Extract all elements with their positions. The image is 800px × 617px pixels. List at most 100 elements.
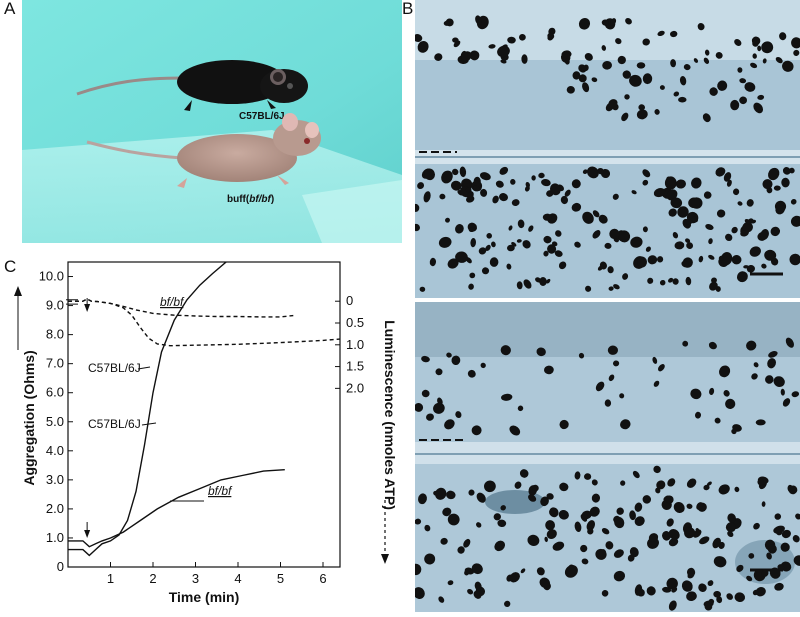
melanosome <box>642 73 653 85</box>
melanosome <box>630 236 643 248</box>
melanosome <box>455 411 462 419</box>
melanosome <box>790 199 797 205</box>
melanosome <box>634 502 643 512</box>
melanosome <box>451 355 461 365</box>
melanosome <box>681 260 689 268</box>
melanosome <box>657 30 665 37</box>
melanosome <box>572 71 581 80</box>
melanosome <box>672 278 679 285</box>
melanosome <box>685 276 692 286</box>
melanosome <box>761 569 769 577</box>
melanosome <box>668 528 680 540</box>
melanosome <box>527 534 540 546</box>
melanosome <box>686 219 693 225</box>
melanosome <box>566 85 575 94</box>
melanosome <box>544 365 554 375</box>
melanosome <box>652 356 658 364</box>
melanosome <box>694 411 702 419</box>
melanosome <box>761 263 767 269</box>
melanosome <box>612 193 619 200</box>
melanosome <box>536 567 545 576</box>
melanosome <box>597 167 604 175</box>
melanosome <box>415 223 420 232</box>
y-left-tick-label: 0 <box>57 559 64 574</box>
melanosome <box>773 376 785 387</box>
melanosome <box>488 44 496 49</box>
melanosome <box>749 246 761 257</box>
melanosome <box>415 402 424 412</box>
melanosome <box>734 486 740 493</box>
melanosome <box>746 340 757 351</box>
melanosome <box>761 41 774 54</box>
melanosome <box>632 470 640 479</box>
melanosome <box>495 180 504 188</box>
melanosome <box>469 50 480 61</box>
melanosome <box>614 516 625 529</box>
melanosome <box>522 240 531 249</box>
melanosome <box>558 261 567 270</box>
melanosome <box>775 56 783 64</box>
melanosome <box>471 425 482 436</box>
melanosome <box>704 49 710 56</box>
melanosome <box>768 351 778 358</box>
melanosome <box>662 531 671 541</box>
mouse-label-c57: C57BL/6J <box>239 111 285 122</box>
melanosome <box>604 242 612 249</box>
melanosome <box>514 481 522 489</box>
melanosome <box>507 244 515 252</box>
melanosome <box>777 564 785 571</box>
melanosome <box>546 493 554 500</box>
melanosome <box>519 469 529 478</box>
melanosome <box>642 226 648 233</box>
melanosome <box>781 529 791 539</box>
melanosome <box>581 65 587 71</box>
melanosome <box>447 258 459 269</box>
melanosome <box>780 542 790 552</box>
melanosome <box>737 201 743 206</box>
melanosome <box>718 484 730 495</box>
melanosome <box>500 345 511 356</box>
melanosome <box>764 249 777 261</box>
melanosome <box>461 51 472 62</box>
micrograph-top-melanosomes <box>415 15 800 292</box>
melanosome <box>418 493 427 505</box>
melanosome <box>582 169 588 175</box>
melanosome <box>564 189 571 197</box>
melanosome <box>508 225 513 231</box>
micrograph-bottom <box>415 302 800 612</box>
melanosome <box>731 254 742 265</box>
melanosome <box>624 94 630 100</box>
melanosome <box>475 15 482 25</box>
melanosome <box>739 78 747 84</box>
melanosome <box>670 30 678 38</box>
melanosome <box>499 166 509 175</box>
melanosome <box>744 82 756 92</box>
melanosome <box>656 256 664 263</box>
mice-photo: C57BL/6J buff(bf/bf) <box>22 0 402 243</box>
melanosome <box>659 279 666 286</box>
y-left-tick-label: 6.0 <box>46 385 64 400</box>
melanosome <box>584 52 593 61</box>
melanosome <box>586 166 599 179</box>
melanosome <box>708 341 717 350</box>
melanosome <box>705 224 714 230</box>
melanosome <box>622 70 632 79</box>
panel-c-chart: Time (min) Aggregation (Ohms) Luminescen… <box>0 250 410 612</box>
melanosome <box>717 80 728 91</box>
melanosome <box>608 286 614 291</box>
melanosome <box>693 58 699 63</box>
melanosome <box>473 185 480 191</box>
melanosome <box>704 602 713 611</box>
melanosome <box>451 168 459 176</box>
melanosome <box>559 419 569 430</box>
melanosome <box>766 552 772 560</box>
melanosome <box>507 36 516 44</box>
annotation-leader <box>137 366 151 370</box>
melanosome <box>517 405 524 412</box>
melanosome <box>433 402 445 414</box>
melanosome <box>509 572 520 583</box>
melanosome <box>459 166 467 178</box>
melanosome <box>435 368 443 376</box>
melanosome <box>619 393 625 399</box>
melanosome <box>668 537 679 547</box>
